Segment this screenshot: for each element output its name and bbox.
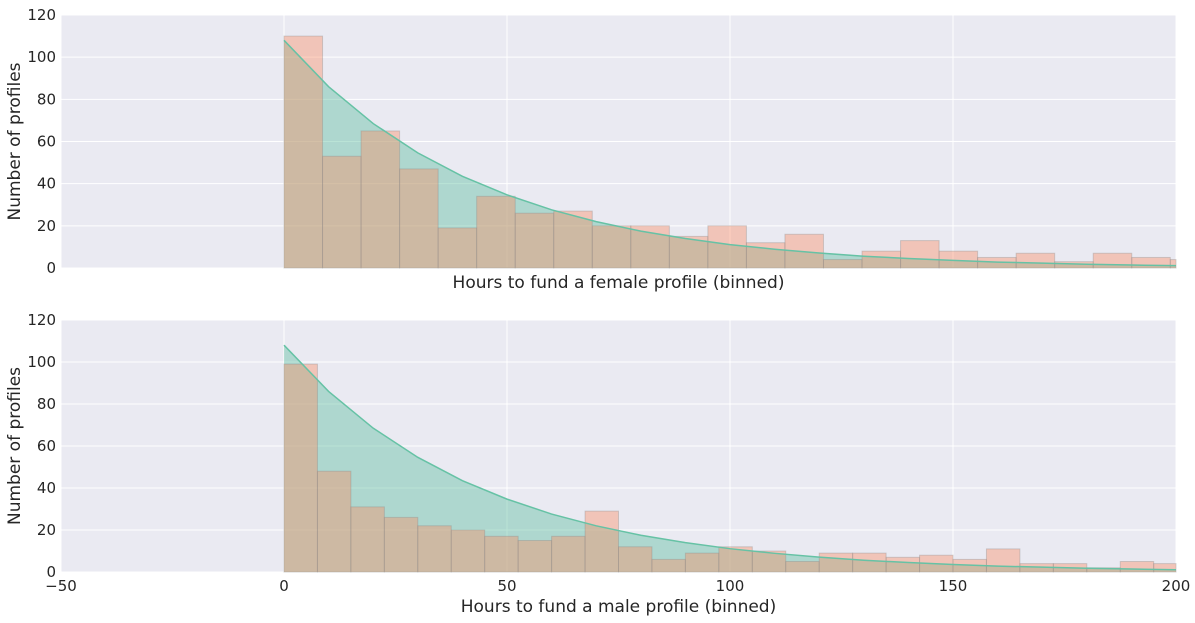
histogram-bar	[417, 525, 452, 573]
x-tick-label: 50	[497, 577, 516, 595]
y-tick-label: 120	[27, 6, 56, 24]
fitted-curve-line	[283, 39, 1177, 267]
histogram-bar	[707, 225, 747, 269]
histogram-bar	[591, 225, 632, 269]
histogram-bar	[399, 168, 439, 269]
fitted-curve-area	[284, 40, 1176, 268]
histogram-bar	[900, 240, 940, 269]
gridlines	[60, 319, 1177, 573]
histogram-bar	[350, 506, 385, 573]
histogram-bar	[785, 561, 820, 573]
histogram-bar	[684, 552, 720, 573]
y-tick-label: 0	[46, 563, 56, 581]
histogram-bar	[322, 155, 362, 269]
histogram-bar	[1119, 561, 1155, 573]
histogram-bar	[1015, 252, 1056, 269]
histogram-bar	[668, 235, 709, 269]
y-tick-label: 100	[27, 353, 56, 371]
histogram-bar	[818, 552, 854, 573]
y-tick-label: 60	[37, 437, 56, 455]
histogram-bar	[514, 212, 555, 269]
histogram-bar	[383, 516, 419, 573]
histogram-bar	[852, 552, 887, 573]
histogram-bar	[861, 250, 902, 269]
histogram-bar	[553, 210, 593, 269]
y-tick-label: 120	[27, 311, 56, 329]
histogram-bars	[283, 363, 1177, 573]
histogram-bars	[283, 35, 1177, 269]
x-axis-label: Hours to fund a female profile (binned)	[453, 273, 785, 293]
histogram-bar	[822, 259, 863, 269]
histogram-bar	[885, 556, 921, 573]
histogram-bar	[985, 548, 1021, 573]
x-axis-label: Hours to fund a male profile (binned)	[461, 597, 776, 617]
histogram-bar	[1092, 252, 1133, 269]
fitted-curve-line	[283, 344, 1177, 571]
x-tick-label: −50	[45, 577, 77, 595]
histogram-bar	[360, 130, 401, 269]
histogram-bar	[751, 550, 787, 573]
fitted-curve-area	[284, 345, 1176, 572]
histogram-bar	[450, 529, 486, 573]
histogram-bar	[551, 535, 586, 573]
histogram-bar	[476, 195, 516, 269]
y-axis-label: Number of profiles	[5, 367, 25, 525]
y-axis-label: Number of profiles	[5, 62, 25, 220]
y-tick-label: 0	[46, 259, 56, 277]
y-tick-label: 60	[37, 133, 56, 151]
histogram-bar	[437, 227, 478, 269]
y-tick-label: 20	[37, 217, 56, 235]
histogram-bar	[283, 363, 318, 573]
x-tick-label: 0	[279, 577, 289, 595]
x-tick-label: 150	[939, 577, 968, 595]
panel-female: 0 20 40 60 80 100 120 Hours to fund a female pr…	[5, 6, 1177, 293]
histogram-bar	[484, 535, 519, 573]
histogram-bar	[584, 510, 619, 573]
histogram-bar	[1131, 256, 1171, 269]
histogram-bar	[618, 546, 653, 573]
histogram-bar	[718, 546, 753, 573]
y-tick-label: 20	[37, 521, 56, 539]
histogram-bar	[316, 470, 352, 573]
y-tick-label: 80	[37, 90, 56, 108]
y-tick-label: 40	[37, 479, 56, 497]
histogram-bar	[283, 35, 324, 269]
histogram-bar	[1169, 259, 1177, 269]
x-tick-label: 200	[1162, 577, 1191, 595]
histogram-bar	[651, 558, 686, 573]
histogram-bar	[517, 540, 553, 573]
y-tick-label: 80	[37, 395, 56, 413]
y-tick-label: 40	[37, 175, 56, 193]
histogram-bar	[1153, 563, 1177, 573]
x-tick-label: 100	[716, 577, 745, 595]
y-tick-label: 100	[27, 48, 56, 66]
